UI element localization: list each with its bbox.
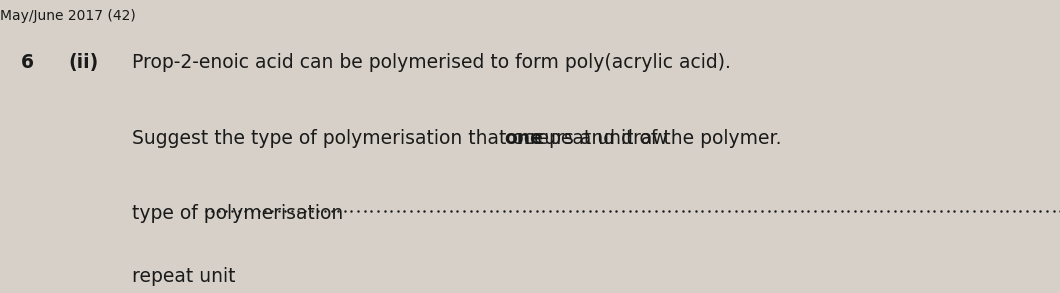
Text: Suggest the type of polymerisation that occurs and draw: Suggest the type of polymerisation that … [131, 129, 673, 148]
Text: (ii): (ii) [69, 53, 99, 72]
Text: one: one [504, 129, 543, 148]
Text: repeat unit: repeat unit [131, 267, 235, 286]
Text: repeat unit of the polymer.: repeat unit of the polymer. [524, 129, 781, 148]
Text: 6: 6 [21, 53, 34, 72]
Text: Prop-2-enoic acid can be polymerised to form poly(acrylic acid).: Prop-2-enoic acid can be polymerised to … [131, 53, 730, 72]
Text: May/June 2017 (42): May/June 2017 (42) [0, 9, 136, 23]
Text: type of polymerisation: type of polymerisation [131, 204, 349, 223]
